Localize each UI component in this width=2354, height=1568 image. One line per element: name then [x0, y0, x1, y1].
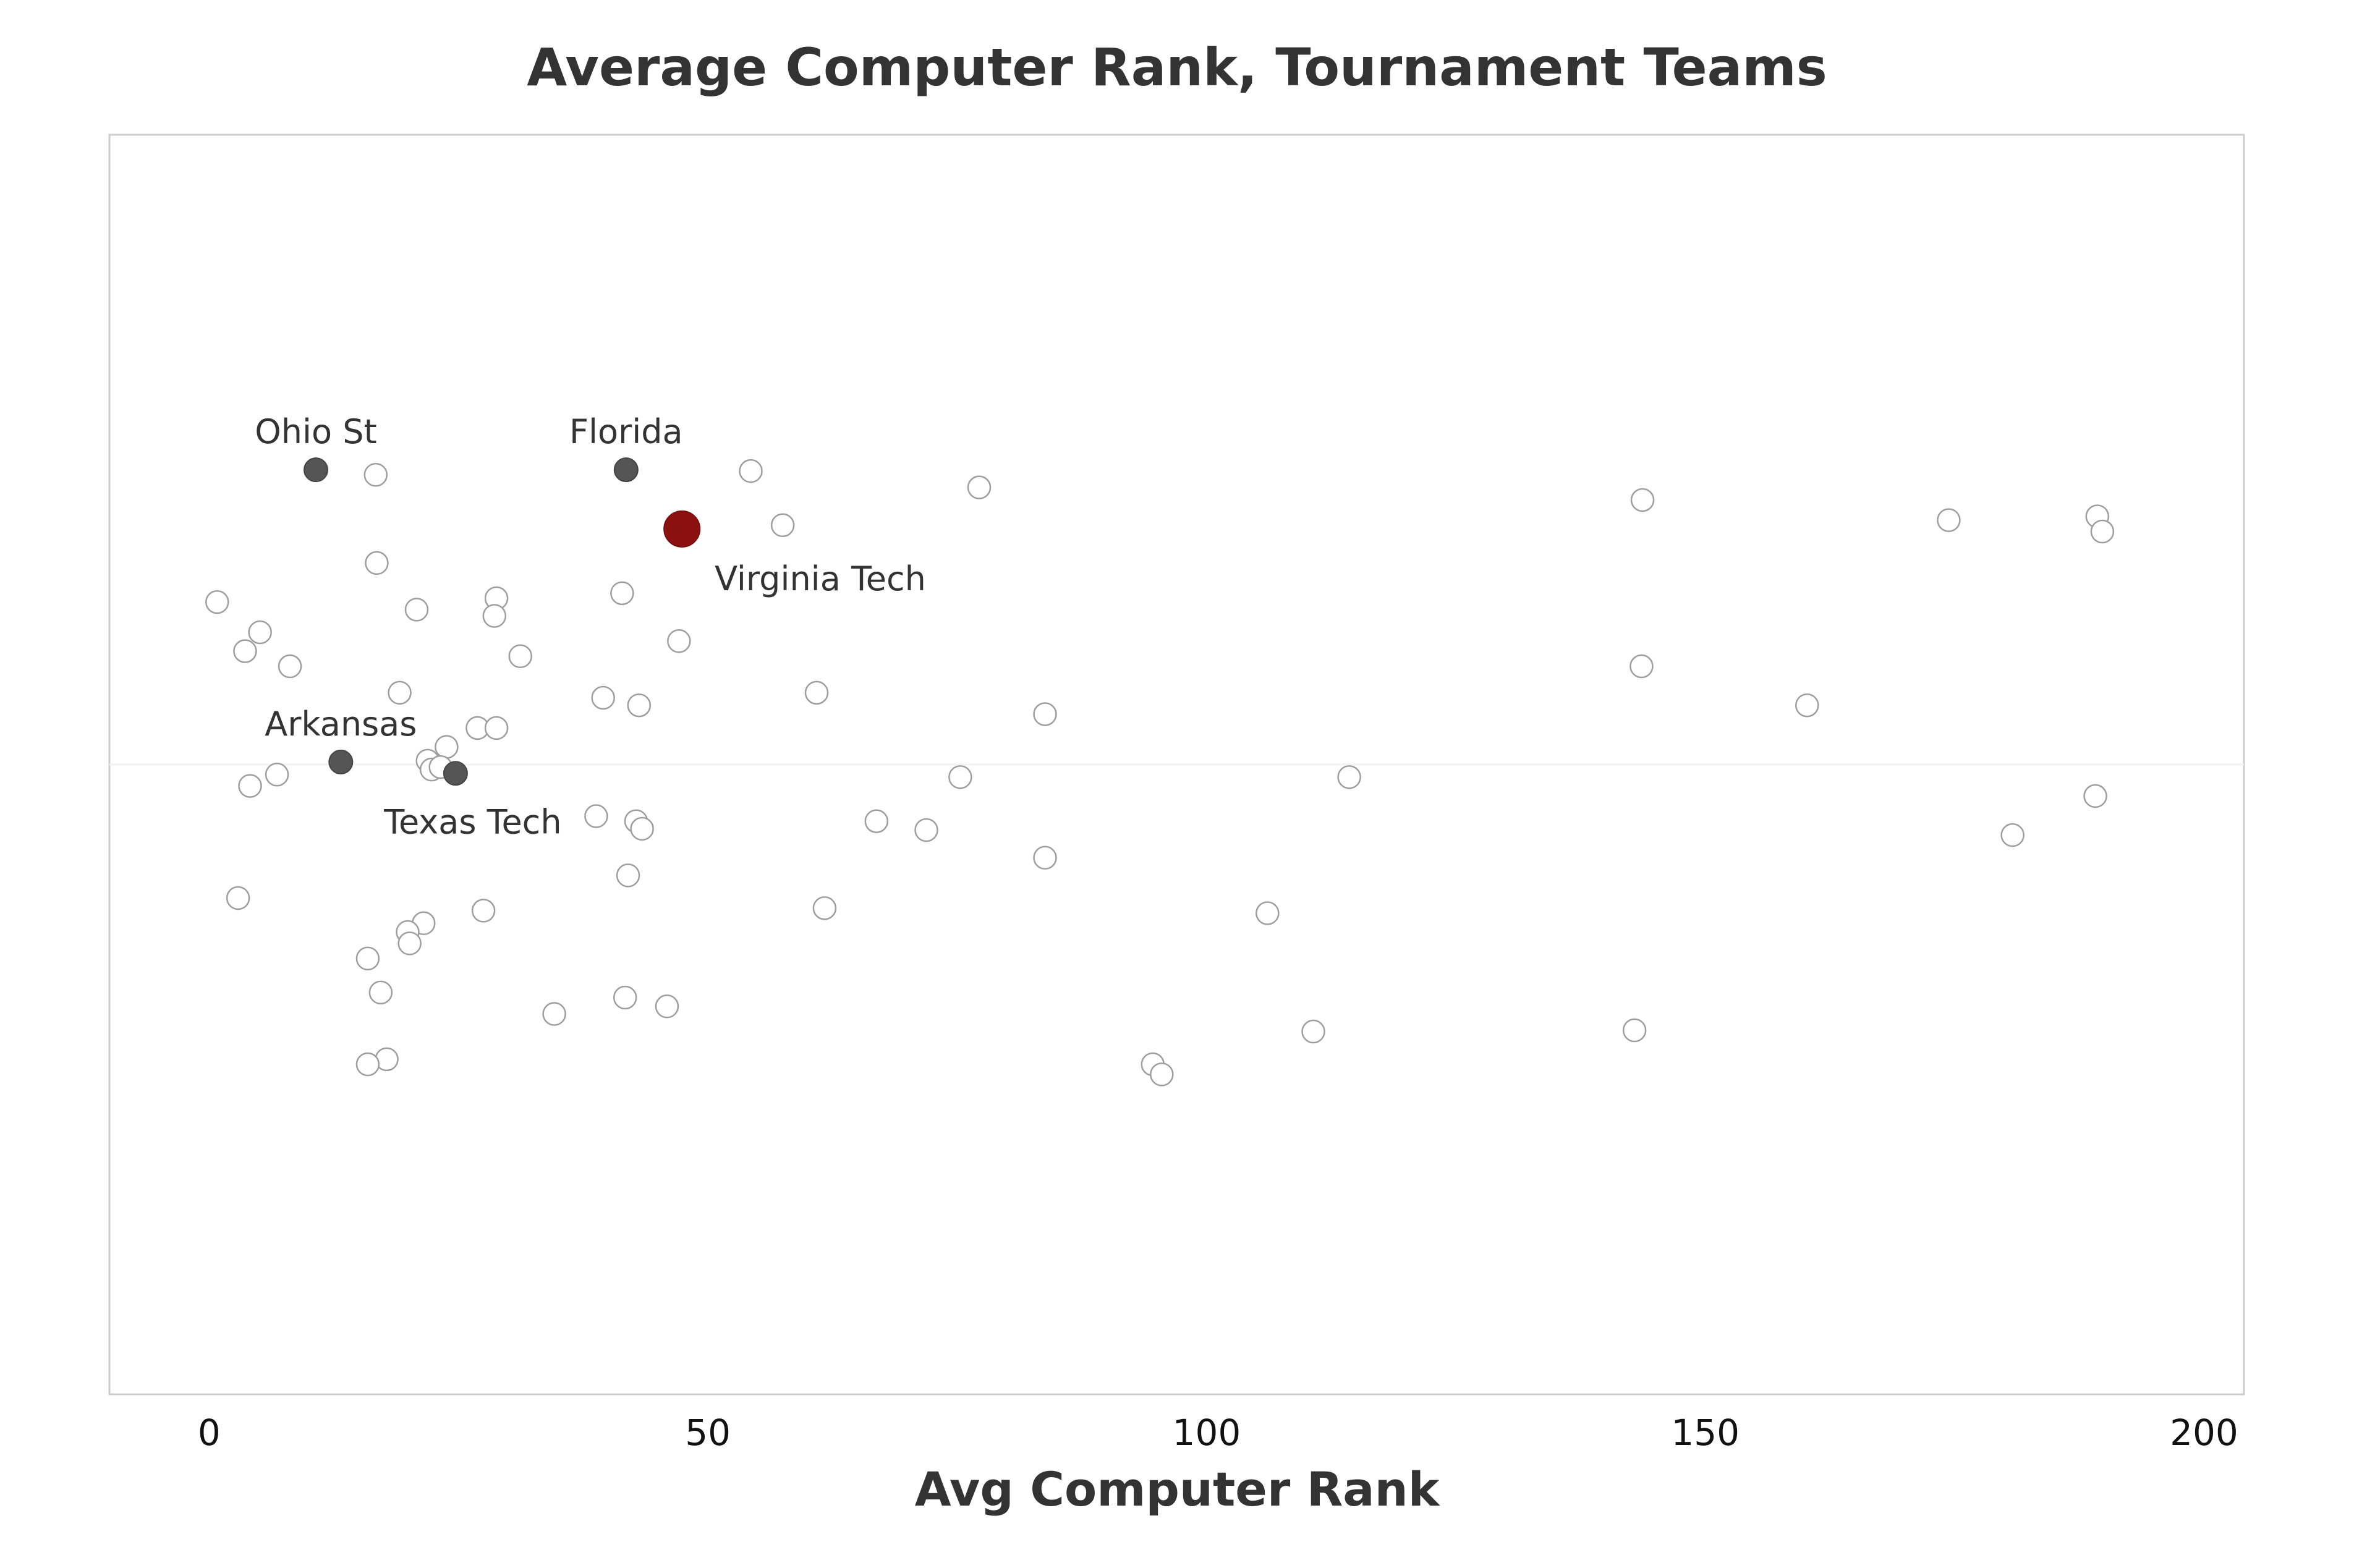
- data-point: [812, 896, 837, 920]
- data-point: [368, 980, 393, 1005]
- data-point: [388, 680, 412, 705]
- data-point: [667, 629, 691, 653]
- point-labels: Ohio St Florida Arkansas Texas Tech Virginia…: [255, 412, 926, 841]
- data-point: [1795, 693, 1819, 718]
- x-axis-ticks: 0 50 100 150 200: [198, 1412, 2238, 1454]
- chart-title: Average Computer Rank, Tournament Teams: [527, 37, 1827, 98]
- data-point: [404, 598, 429, 622]
- data-point: [1630, 654, 1654, 679]
- data-point: [1337, 765, 1361, 789]
- data-point: [365, 551, 389, 575]
- point-label: Texas Tech: [383, 802, 561, 841]
- data-point: [739, 459, 763, 483]
- data-point: [804, 680, 829, 705]
- data-point: [770, 513, 795, 538]
- data-point: [1150, 1062, 1174, 1087]
- x-tick-label: 100: [1173, 1412, 1241, 1454]
- data-point: [630, 816, 654, 841]
- data-point: [1301, 1019, 1325, 1044]
- data-point: [610, 581, 634, 606]
- x-tick-label: 50: [685, 1412, 731, 1454]
- data-point: [205, 590, 229, 614]
- data-point: [238, 774, 262, 798]
- data-point: [655, 994, 679, 1019]
- data-point: [397, 931, 422, 956]
- data-point: [613, 985, 637, 1010]
- data-point: [265, 763, 289, 787]
- point-label: Arkansas: [265, 705, 417, 744]
- data-point: [967, 475, 992, 499]
- data-point: [363, 463, 388, 487]
- data-point: [584, 804, 608, 828]
- featured-point: [663, 510, 701, 548]
- highlighted-point: [328, 749, 354, 774]
- data-point: [435, 735, 459, 759]
- x-tick-label: 0: [198, 1412, 221, 1454]
- data-point: [1630, 488, 1655, 512]
- highlighted-point: [443, 761, 468, 786]
- data-point: [484, 716, 509, 740]
- data-point: [542, 1002, 566, 1026]
- highlighted-point: [613, 457, 639, 483]
- data-point: [471, 899, 496, 923]
- data-point: [2000, 823, 2025, 847]
- data-point: [355, 1052, 380, 1077]
- data-point: [864, 809, 889, 833]
- data-point: [278, 654, 302, 679]
- data-point: [233, 639, 257, 663]
- x-axis-label: Avg Computer Rank: [915, 1462, 1440, 1517]
- data-point: [627, 693, 652, 718]
- data-point: [1937, 508, 1961, 532]
- point-label: Virginia Tech: [715, 559, 926, 598]
- data-point: [1033, 845, 1057, 870]
- highlighted-point: [304, 457, 329, 483]
- data-point: [248, 620, 272, 645]
- data-points: [205, 457, 2115, 1087]
- data-point: [355, 946, 380, 971]
- data-point: [914, 818, 938, 842]
- data-point: [1033, 702, 1057, 726]
- data-point: [1622, 1018, 1647, 1043]
- data-point: [616, 863, 640, 888]
- x-tick-label: 200: [2170, 1412, 2238, 1454]
- data-point: [2083, 784, 2107, 808]
- data-point: [948, 765, 972, 789]
- point-label: Florida: [569, 412, 683, 451]
- point-label: Ohio St: [255, 412, 376, 451]
- data-point: [2090, 519, 2115, 544]
- data-point: [508, 644, 533, 668]
- x-tick-label: 150: [1671, 1412, 1740, 1454]
- data-point: [482, 604, 507, 628]
- data-point: [226, 886, 250, 910]
- data-point: [591, 685, 615, 710]
- data-point: [1256, 901, 1280, 925]
